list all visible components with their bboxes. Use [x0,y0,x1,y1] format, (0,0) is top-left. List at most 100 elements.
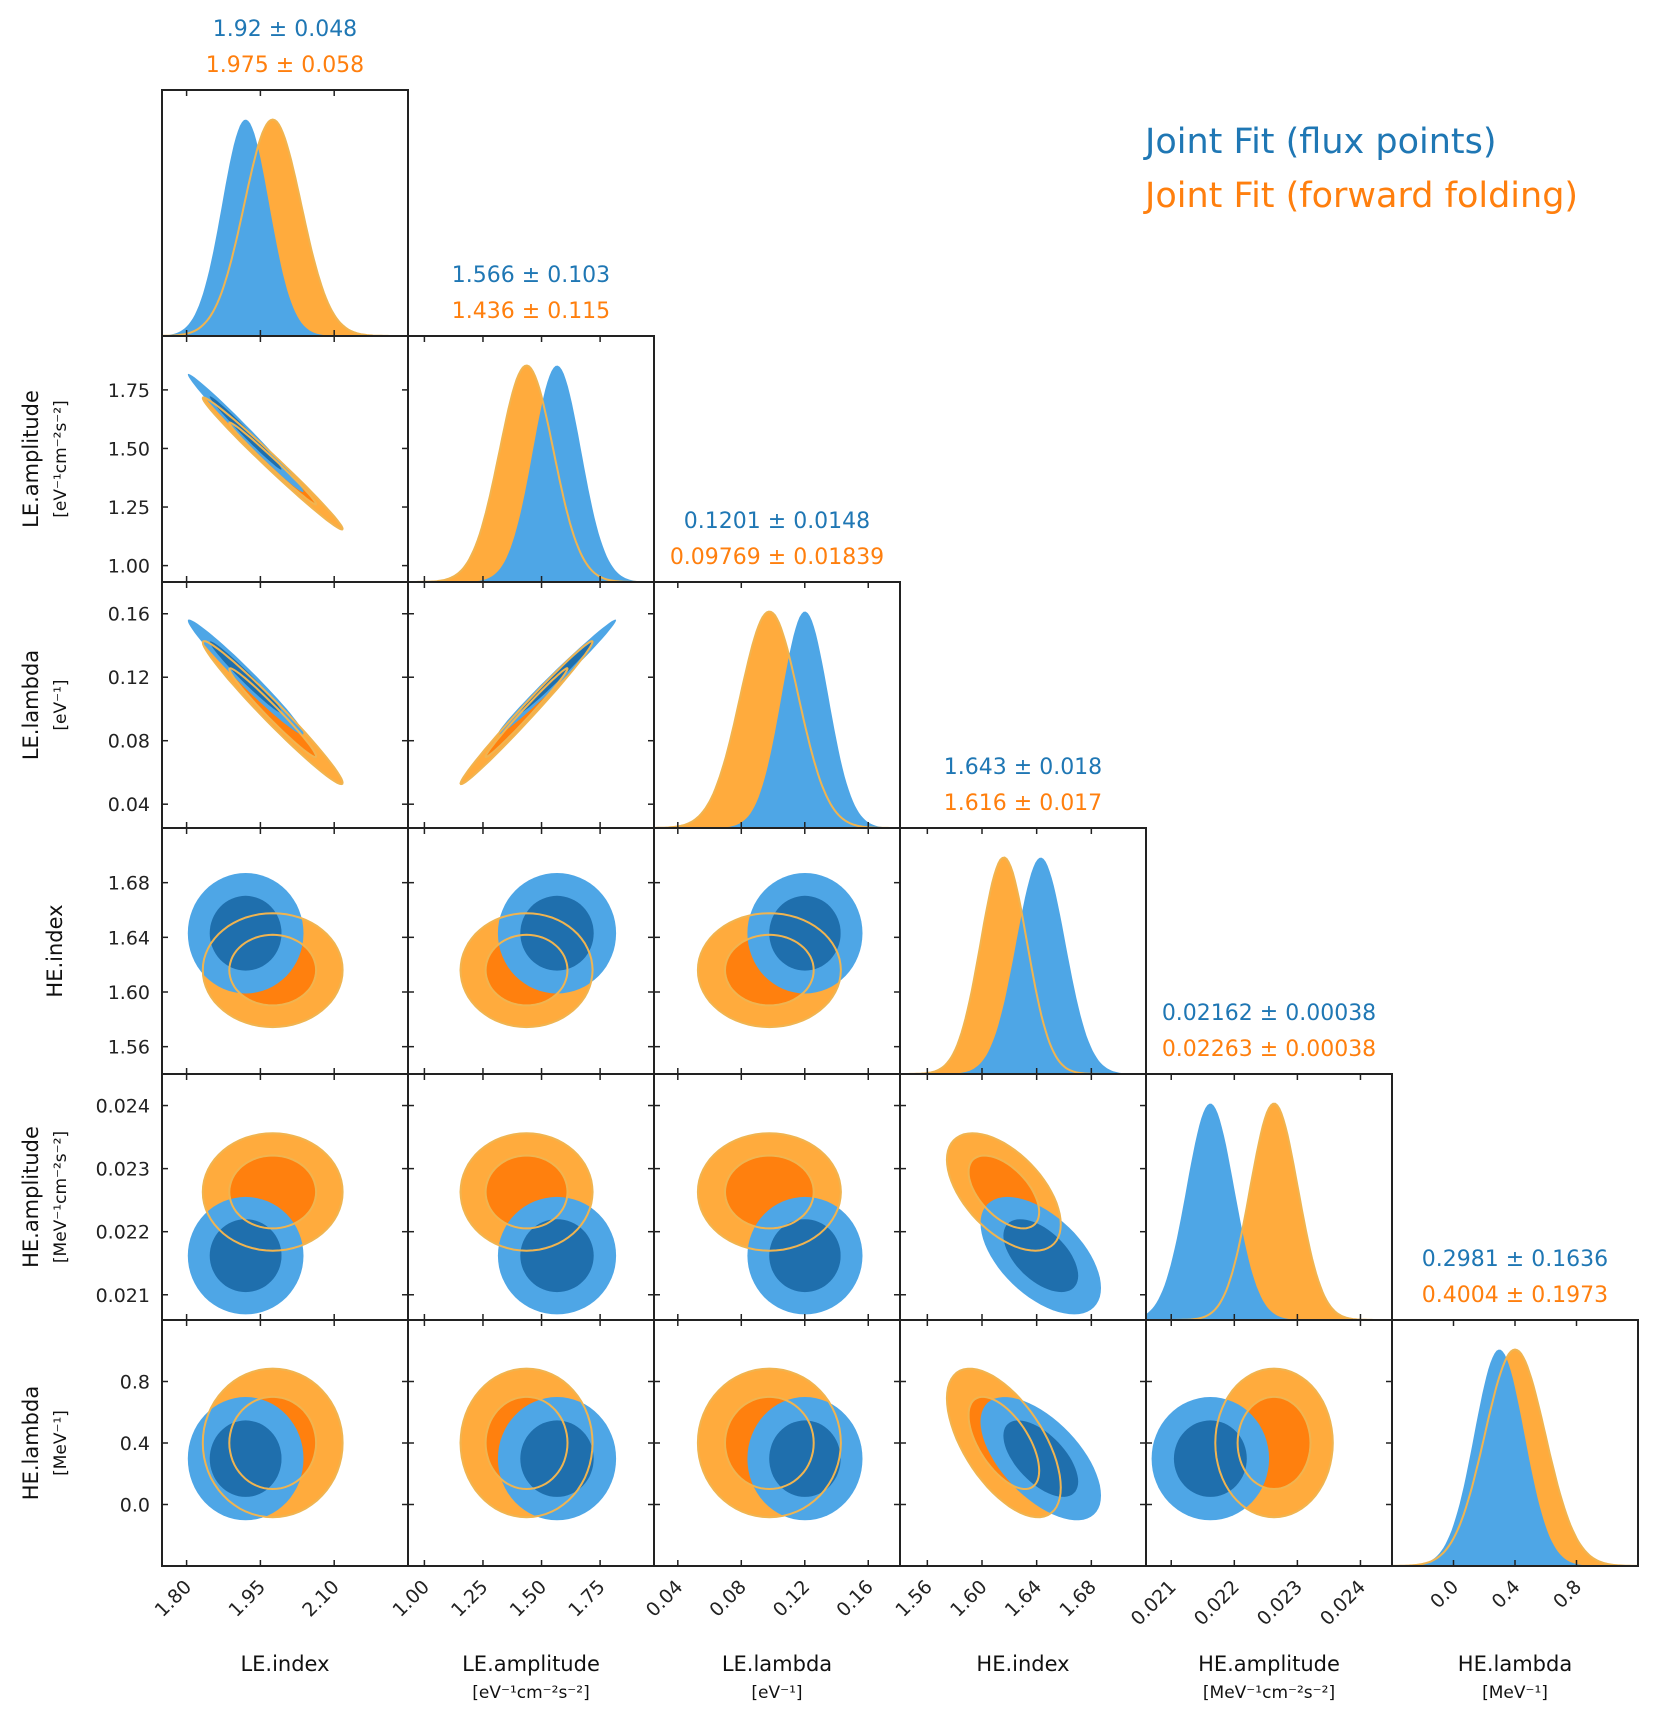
y-axis-unit-HE.amplitude: [MeV⁻¹cm⁻²s⁻²] [51,1131,71,1263]
contour-outline-95-forward_folding [459,1367,594,1519]
contour-outline-95-forward_folding [945,1132,1062,1252]
y-tick-label: 0.04 [108,794,150,816]
x-tick-label: 1.00 [388,1576,433,1621]
contour-68-flux_points [520,1219,594,1293]
panel-HE.lambda-vs-HE.lambda [1391,1319,1639,1567]
x-tick-label: 0.022 [1190,1576,1244,1630]
y-tick-label: 1.68 [108,873,150,895]
x-tick-label: 1.80 [151,1576,196,1621]
x-axis-label-HE.amplitude: HE.amplitude [1198,1652,1340,1676]
panel-HE.index-vs-LE.index [161,827,409,1075]
panel-HE.index-vs-LE.lambda [653,827,901,1075]
panel-HE.lambda-vs-LE.lambda [653,1319,901,1567]
contour-outline-68-forward_folding [228,421,318,506]
legend-entry-forward_folding: Joint Fit (forward folding) [1143,176,1578,216]
contour-outline-95-forward_folding [696,1367,842,1519]
x-tick-label: 0.0 [1426,1576,1463,1613]
contour-outline-95-forward_folding [201,396,344,531]
marginal-forward_folding-LE.index [162,119,408,336]
contour-outline-95-forward_folding [201,912,344,1029]
x-tick-label: 0.021 [1127,1576,1181,1630]
panel-LE.amplitude-vs-LE.amplitude [407,335,655,583]
y-tick-label: 0.8 [120,1372,150,1394]
x-tick-label: 0.8 [1549,1576,1586,1613]
contour-outline-68-forward_folding [484,1154,569,1230]
marginal-flux_points-HE.index [900,857,1146,1074]
y-axis-label-HE.index: HE.index [43,904,67,997]
y-tick-label: 1.64 [108,927,150,949]
stat-forward_folding-LE.amplitude: 1.436 ± 0.115 [452,299,610,324]
x-tick-label: 0.08 [705,1576,750,1621]
panel-HE.lambda-vs-LE.amplitude [407,1319,655,1567]
x-axis-label-LE.amplitude: LE.amplitude [462,1652,600,1676]
x-tick-label: 1.95 [224,1576,269,1621]
x-tick-label: 1.64 [1001,1576,1046,1621]
x-tick-label: 1.75 [564,1576,609,1621]
panel-HE.lambda-vs-HE.amplitude [1145,1319,1393,1567]
contour-outline-68-forward_folding [228,1154,318,1230]
stat-flux_points-LE.index: 1.92 ± 0.048 [213,17,357,42]
contour-outline-68-forward_folding [723,1154,815,1230]
stat-flux_points-HE.index: 1.643 ± 0.018 [944,755,1102,780]
panel-frame [161,335,409,583]
panel-HE.amplitude-vs-LE.lambda [653,1073,901,1321]
panel-HE.index-vs-LE.amplitude [407,827,655,1075]
panel-HE.amplitude-vs-LE.amplitude [407,1073,655,1321]
contour-68-flux_points [769,1219,841,1293]
panel-LE.lambda-vs-LE.lambda [653,581,901,829]
contour-68-flux_points [769,895,841,971]
y-axis-label-LE.amplitude: LE.amplitude [19,390,43,528]
marginal-flux_points-HE.amplitude [1146,1103,1392,1320]
legend-entry-flux_points: Joint Fit (flux points) [1143,122,1497,162]
contour-68-flux_points [769,1420,841,1497]
contour-outline-68-forward_folding [1236,1395,1312,1491]
marginal-forward_folding-HE.amplitude [1146,1103,1392,1320]
panel-frame [161,581,409,829]
y-tick-label: 0.4 [120,1433,150,1455]
y-axis-label-HE.amplitude: HE.amplitude [19,1126,43,1268]
contour-outline-68-forward_folding [228,667,318,759]
marginal-flux_points-HE.lambda [1392,1349,1638,1566]
marginal-forward_folding-LE.lambda [654,611,900,828]
y-tick-label: 0.022 [96,1222,150,1244]
marginal-outline-forward_folding-HE.index [900,856,1146,1074]
contour-68-flux_points [1003,1219,1079,1293]
marginal-outline-forward_folding-LE.lambda [654,610,900,828]
contour-outline-95-forward_folding [696,912,842,1029]
x-axis-unit-HE.amplitude: [MeV⁻¹cm⁻²s⁻²] [1203,1683,1335,1703]
x-tick-label: 0.023 [1253,1576,1307,1630]
x-axis-label-HE.lambda: HE.lambda [1458,1652,1572,1676]
y-tick-label: 1.00 [108,556,150,578]
contour-outline-68-forward_folding [228,1395,318,1491]
x-tick-label: 1.60 [946,1576,991,1621]
panel-HE.lambda-vs-HE.index [899,1319,1147,1567]
contour-68-flux_points [1173,1420,1247,1497]
y-tick-label: 0.12 [108,667,150,689]
panel-HE.amplitude-vs-HE.amplitude [1145,1073,1393,1321]
y-tick-label: 0.024 [96,1096,150,1118]
contour-outline-95-forward_folding [459,912,594,1029]
contour-outline-68-forward_folding [967,1395,1041,1490]
stat-forward_folding-HE.index: 1.616 ± 0.017 [944,791,1102,816]
x-axis-unit-HE.lambda: [MeV⁻¹] [1482,1683,1548,1703]
x-tick-label: 1.25 [447,1576,492,1621]
x-tick-label: 0.04 [642,1576,687,1621]
x-axis-unit-LE.amplitude: [eV⁻¹cm⁻²s⁻²] [472,1683,589,1703]
y-axis-label-HE.lambda: HE.lambda [19,1386,43,1500]
contour-outline-95-forward_folding [696,1132,842,1252]
marginal-flux_points-LE.lambda [654,611,900,828]
stat-forward_folding-LE.index: 1.975 ± 0.058 [206,53,364,78]
stat-flux_points-HE.lambda: 0.2981 ± 0.1636 [1422,1247,1608,1272]
contour-outline-95-forward_folding [459,640,594,786]
y-tick-label: 0.08 [108,731,150,753]
y-tick-label: 1.25 [108,497,150,519]
x-tick-label: 0.16 [832,1576,877,1621]
contour-68-flux_points [520,1420,594,1497]
contour-outline-68-forward_folding [967,1154,1041,1230]
y-tick-label: 0.023 [96,1159,150,1181]
marginal-flux_points-LE.amplitude [408,365,654,582]
contour-68-flux_points [520,895,594,971]
marginal-outline-forward_folding-LE.amplitude [408,364,654,582]
x-axis-unit-LE.lambda: [eV⁻¹] [751,1683,802,1703]
